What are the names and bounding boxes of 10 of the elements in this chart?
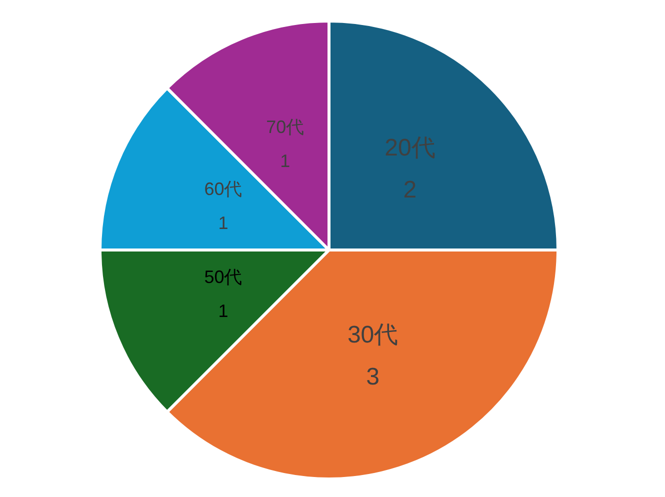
slice-label: 20代 (384, 134, 436, 162)
slice-label: 60代 (204, 179, 242, 200)
slice-label: 50代 (204, 266, 242, 287)
data-label: 2 (403, 176, 417, 204)
slice-label: 70代 (266, 117, 304, 138)
data-label: 3 (366, 363, 380, 390)
slice-label: 30代 (347, 321, 398, 348)
data-label: 1 (280, 151, 290, 172)
data-label: 1 (218, 300, 228, 321)
data-label: 1 (218, 213, 228, 234)
